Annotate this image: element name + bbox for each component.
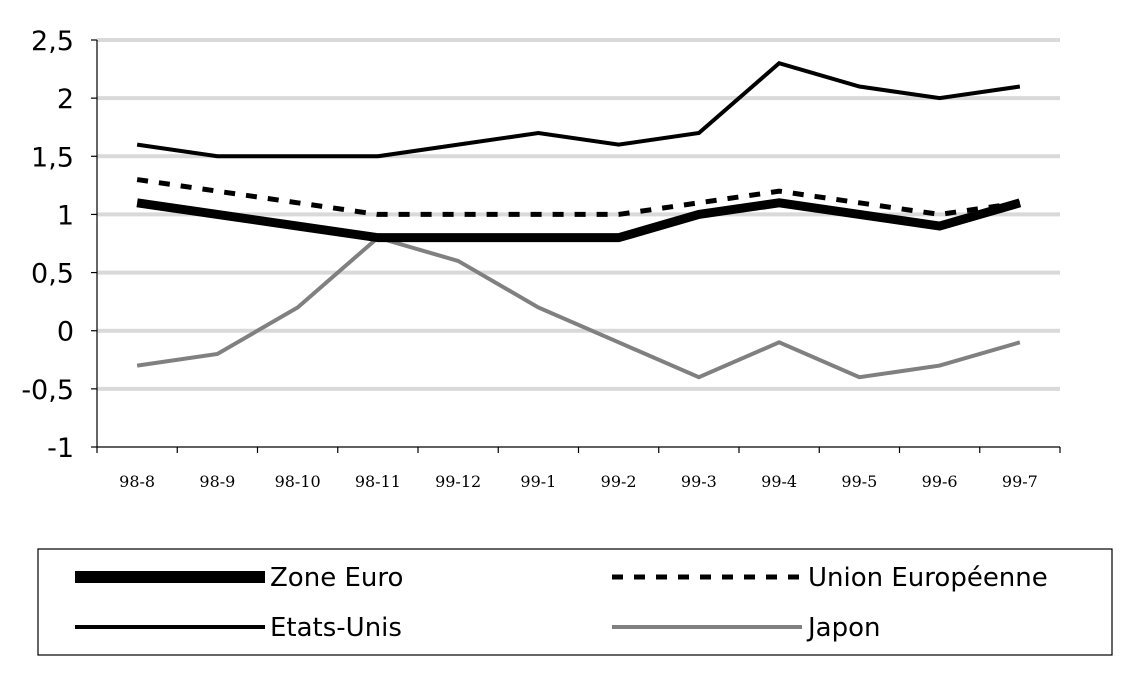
series-line-etats-unis	[136, 61, 1021, 159]
y-tick-label: 2,5	[31, 26, 74, 57]
series-line-zone-euro	[136, 198, 1022, 243]
y-tick-label: -0,5	[21, 375, 74, 406]
y-tick-label: 1,5	[31, 142, 74, 173]
legend-label: Japon	[806, 613, 881, 643]
axes	[96, 40, 1060, 448]
x-tick-label: 99-7	[1002, 472, 1038, 491]
legend-box	[37, 548, 1113, 656]
series-line-union-europ-enne	[136, 177, 1021, 217]
x-axis-ticks: 98-8 98-9 98-10 98-11 99-12 99-1 99-2 99-3 99-4 9…	[96, 447, 1061, 491]
y-tick-label: 0,5	[31, 259, 74, 290]
legend-label: Etats-Unis	[270, 613, 402, 643]
x-tick-label: 99-1	[520, 472, 556, 491]
y-tick-label: 1	[57, 200, 74, 231]
y-axis-ticks: 2,5 2 1,5 1 0,5 0 -0,5 -1	[21, 26, 97, 464]
series-lines	[136, 61, 1022, 380]
x-tick-label: 99-2	[601, 472, 637, 491]
x-tick-label: 99-4	[761, 472, 797, 491]
series-line-japon	[136, 235, 1021, 380]
x-tick-label: 98-9	[199, 472, 235, 491]
y-tick-label: -1	[47, 433, 74, 464]
x-tick-label: 99-6	[922, 472, 958, 491]
legend-label: Union Européenne	[808, 563, 1048, 593]
x-tick-label: 98-11	[355, 472, 401, 491]
legend-label: Zone Euro	[270, 563, 403, 593]
x-tick-label: 99-5	[841, 472, 877, 491]
x-tick-label: 98-10	[275, 472, 321, 491]
y-tick-label: 0	[57, 317, 74, 348]
x-tick-label: 99-12	[435, 472, 481, 491]
x-tick-label: 98-8	[119, 472, 155, 491]
x-tick-label: 99-3	[681, 472, 717, 491]
legend: Zone Euro Union Européenne Etats-Unis Japon	[37, 548, 1113, 656]
y-tick-label: 2	[57, 84, 74, 115]
